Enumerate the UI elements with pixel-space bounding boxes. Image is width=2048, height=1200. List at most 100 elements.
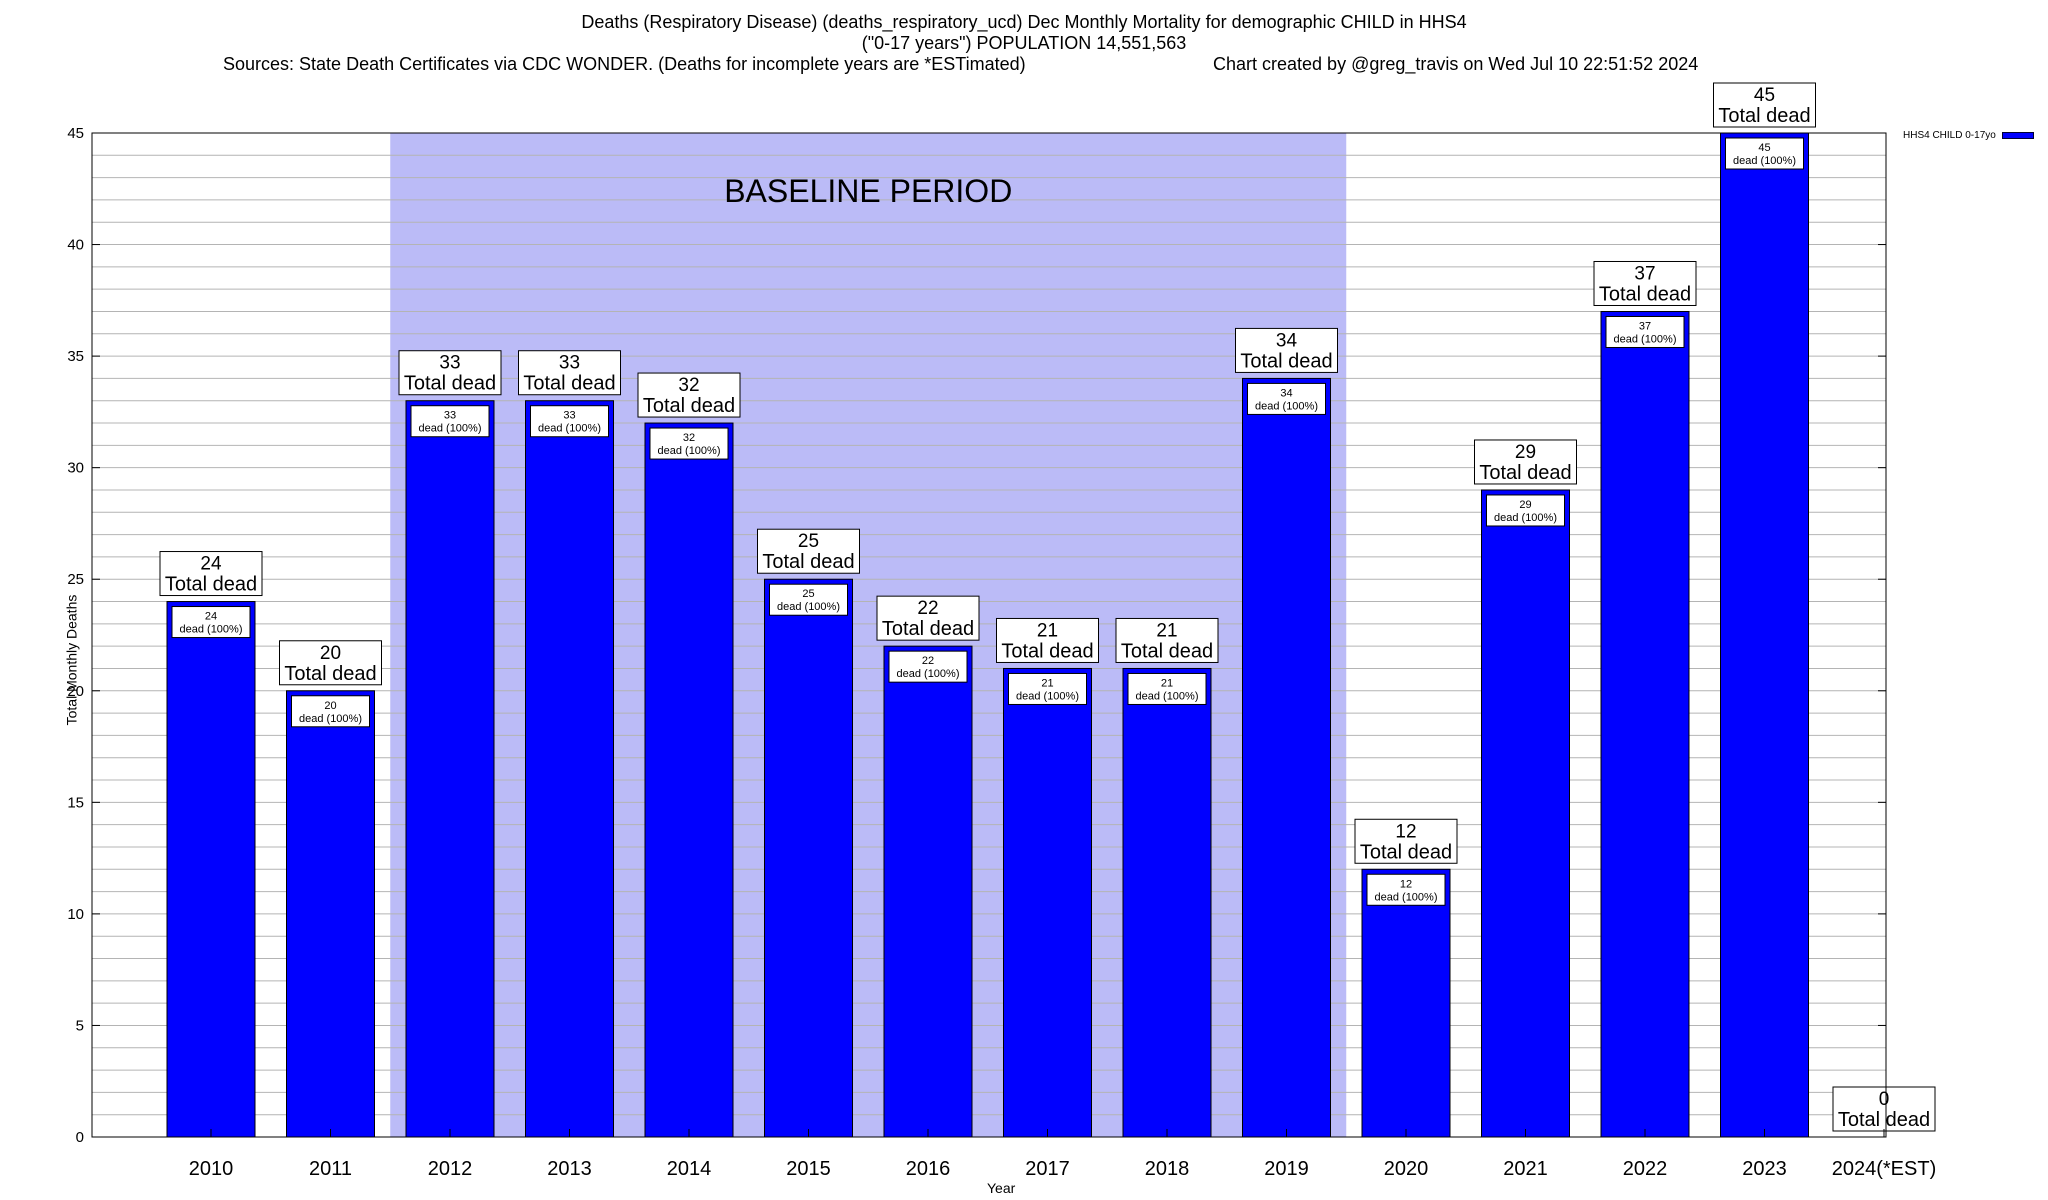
x-tick-label: 2023 xyxy=(1742,1158,1787,1180)
inner-dead-label: dead (100%) xyxy=(1136,690,1199,702)
bar xyxy=(764,578,853,1138)
inner-label-box xyxy=(888,650,968,683)
inner-dead-label: dead (100%) xyxy=(1016,690,1079,702)
plot-frame xyxy=(91,132,1887,1138)
top-total-dead-label: Total dead xyxy=(165,574,257,596)
top-value-label: 34 xyxy=(1276,330,1298,351)
credit-text: Chart created by @greg_travis on Wed Jul… xyxy=(1213,54,1699,74)
top-label-box xyxy=(1832,1086,1936,1132)
top-value-label: 22 xyxy=(917,598,938,619)
x-tick-label: 2014 xyxy=(667,1158,712,1180)
x-tick-label: 2012 xyxy=(428,1158,473,1180)
inner-label-box xyxy=(171,606,251,639)
y-tick-label: 40 xyxy=(67,237,84,254)
inner-value-label: 33 xyxy=(563,410,575,422)
inner-value-label: 37 xyxy=(1639,320,1651,332)
top-total-dead-label: Total dead xyxy=(1121,640,1213,662)
top-value-label: 21 xyxy=(1156,620,1177,641)
inner-value-label: 21 xyxy=(1041,677,1053,689)
inner-dead-label: dead (100%) xyxy=(180,624,243,636)
x-tick-label: 2010 xyxy=(189,1158,234,1180)
x-tick-label: 2020 xyxy=(1384,1158,1429,1180)
x-tick-label: 2016 xyxy=(906,1158,951,1180)
top-value-label: 20 xyxy=(320,643,341,664)
chart-title-line-1: Deaths (Respiratory Disease) (deaths_res… xyxy=(581,12,1467,32)
top-label-box xyxy=(1354,818,1458,864)
bar xyxy=(1481,489,1570,1138)
inner-value-label: 45 xyxy=(1758,142,1770,154)
x-tick-label: 2024(*EST) xyxy=(1832,1158,1937,1180)
top-label-box xyxy=(757,528,860,574)
bar xyxy=(1003,667,1092,1138)
inner-label-box xyxy=(1366,873,1446,906)
inner-label-box xyxy=(1127,672,1207,705)
inner-label-box xyxy=(410,405,490,438)
inner-value-label: 24 xyxy=(205,611,217,623)
top-label-box xyxy=(1474,439,1577,485)
inner-value-label: 25 xyxy=(802,588,814,600)
inner-dead-label: dead (100%) xyxy=(1733,155,1796,167)
top-total-dead-label: Total dead xyxy=(643,395,735,417)
y-tick-label: 10 xyxy=(67,906,84,923)
top-value-label: 21 xyxy=(1037,620,1058,641)
inner-dead-label: dead (100%) xyxy=(299,713,362,725)
inner-label-box xyxy=(1008,672,1087,705)
inner-dead-label: dead (100%) xyxy=(1375,891,1438,903)
inner-value-label: 21 xyxy=(1161,677,1173,689)
inner-dead-label: dead (100%) xyxy=(658,445,721,457)
inner-dead-label: dead (100%) xyxy=(1494,512,1557,524)
chart-title: Deaths (Respiratory Disease) (deaths_res… xyxy=(0,12,2048,54)
inner-label-box xyxy=(1725,137,1804,170)
top-label-box xyxy=(279,640,382,686)
top-label-box xyxy=(996,617,1099,663)
x-tick-label: 2015 xyxy=(786,1158,831,1180)
top-total-dead-label: Total dead xyxy=(523,373,615,395)
inner-value-label: 22 xyxy=(922,655,934,667)
top-total-dead-label: Total dead xyxy=(1599,283,1691,305)
inner-dead-label: dead (100%) xyxy=(897,668,960,680)
x-tick-label: 2019 xyxy=(1264,1158,1309,1180)
top-total-dead-label: Total dead xyxy=(404,373,496,395)
inner-dead-label: dead (100%) xyxy=(1255,400,1318,412)
top-value-label: 29 xyxy=(1515,442,1536,463)
top-value-label: 33 xyxy=(439,353,460,374)
y-tick-label: 15 xyxy=(67,794,84,811)
x-tick-label: 2013 xyxy=(547,1158,592,1180)
inner-value-label: 34 xyxy=(1280,387,1292,399)
x-tick-label: 2018 xyxy=(1145,1158,1190,1180)
top-value-label: 33 xyxy=(559,353,580,374)
x-axis-label: Year xyxy=(987,1180,1016,1196)
top-value-label: 45 xyxy=(1754,85,1775,106)
bar xyxy=(525,400,614,1138)
top-total-dead-label: Total dead xyxy=(1718,105,1810,127)
top-label-box xyxy=(1115,617,1219,663)
top-value-label: 0 xyxy=(1879,1089,1890,1110)
inner-value-label: 32 xyxy=(683,432,695,444)
top-label-box xyxy=(398,350,502,396)
inner-value-label: 20 xyxy=(324,700,336,712)
top-total-dead-label: Total dead xyxy=(762,551,854,573)
y-tick-label: 45 xyxy=(67,125,84,142)
inner-label-box xyxy=(291,695,370,728)
bar xyxy=(883,645,973,1138)
inner-dead-label: dead (100%) xyxy=(419,423,482,435)
top-value-label: 24 xyxy=(200,554,222,575)
top-total-dead-label: Total dead xyxy=(882,618,974,640)
y-tick-label: 25 xyxy=(67,571,84,588)
bar xyxy=(405,400,495,1138)
legend-swatch xyxy=(2001,131,2034,139)
inner-dead-label: dead (100%) xyxy=(777,601,840,613)
top-value-label: 12 xyxy=(1395,821,1416,842)
inner-label-box xyxy=(1247,382,1326,415)
y-axis-label: Total Monthly Deaths xyxy=(63,594,80,726)
inner-value-label: 12 xyxy=(1400,878,1412,890)
legend-label: HHS4 CHILD 0-17yo xyxy=(1903,130,1996,141)
top-label-box xyxy=(1593,260,1697,306)
top-total-dead-label: Total dead xyxy=(284,663,376,685)
top-total-dead-label: Total dead xyxy=(1001,640,1093,662)
inner-dead-label: dead (100%) xyxy=(1614,333,1677,345)
legend: HHS4 CHILD 0-17yo xyxy=(1903,130,2034,141)
top-total-dead-label: Total dead xyxy=(1479,462,1571,484)
inner-label-box xyxy=(1486,494,1565,527)
